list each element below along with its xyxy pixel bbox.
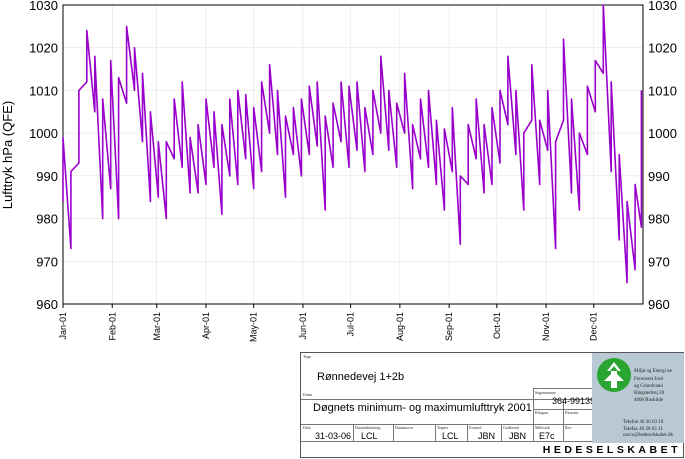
y-tick-label-right: 970 xyxy=(648,254,670,269)
drawing-date: 31-03-06 xyxy=(315,431,352,441)
company-line-5: 4000 Roskilde xyxy=(634,398,664,403)
y-axis-right: 960 970 980 990 1000 1010 1020 1030 xyxy=(648,0,677,312)
x-tick-label: Dec-01 xyxy=(589,312,599,341)
y-tick-label-right: 1020 xyxy=(648,41,677,56)
hedeselskabet-logo-icon xyxy=(597,358,631,392)
caption-emne: Emne xyxy=(303,392,313,397)
x-tick-label: Jun-01 xyxy=(298,312,308,340)
y-tick-label-right: 1010 xyxy=(648,83,677,98)
caption-godkendt: Godkendt xyxy=(503,425,519,430)
caption-tegn: Tegn xyxy=(303,354,311,359)
caption-ekstra: Ekstranr. xyxy=(565,410,580,415)
x-tick-label: Nov-01 xyxy=(541,312,551,341)
checked-by: JBN xyxy=(478,431,496,441)
caption-tegnet: Tegnet xyxy=(437,425,448,430)
x-tick-label: Jul-01 xyxy=(346,312,356,337)
caption-dato: Dato xyxy=(303,425,311,430)
company-name: HEDESELSKABET xyxy=(542,444,681,456)
x-tick-label: May-01 xyxy=(249,312,259,342)
y-tick-label-left: 980 xyxy=(36,212,58,227)
data-entry: LCL xyxy=(361,431,378,441)
title-block: Tegn Rønnedevej 1+2b Emne Døgnets minimu… xyxy=(300,352,684,458)
y-tick-label-right: 1030 xyxy=(648,0,677,13)
scale-value: E7c xyxy=(539,431,555,441)
y-tick-label-left: 960 xyxy=(36,297,58,312)
caption-maalestok: Målestok xyxy=(535,425,550,430)
y-tick-label-left: 1030 xyxy=(29,0,58,13)
caption-bilag: Bilagsnr. xyxy=(535,410,550,415)
company-line-1: Miljø og Energi ne xyxy=(634,369,672,374)
y-tick-label-right: 980 xyxy=(648,212,670,227)
x-tick-label: Apr-01 xyxy=(201,312,211,339)
company-line-2: Foreneret Jord xyxy=(634,377,664,382)
x-tick-label: Oct-01 xyxy=(492,312,502,339)
y-tick-label-left: 1000 xyxy=(29,126,58,141)
contact-line-1: Telefon 46 30 03 10 xyxy=(623,420,664,425)
x-tick-label: Aug-01 xyxy=(395,312,405,341)
y-tick-label-left: 970 xyxy=(36,254,58,269)
company-panel xyxy=(592,353,684,443)
company-line-3: og Grundvand xyxy=(634,384,663,389)
x-tick-label: Feb-01 xyxy=(107,312,117,341)
series-line-pressure xyxy=(62,4,643,284)
y-axis-label: Lufttryk hPa (QFE) xyxy=(0,101,15,209)
project-name: Rønnedevej 1+2b xyxy=(317,371,405,383)
y-tick-label-left: 1010 xyxy=(29,83,58,98)
y-axis-left: 960 970 980 990 1000 1010 1020 1030 xyxy=(29,0,58,312)
company-line-4: Ringstedvej 20 xyxy=(634,391,665,396)
x-tick-label: Mar-01 xyxy=(152,312,162,341)
caption-dataindtastning: Dataindtastning xyxy=(355,425,381,430)
drawn-by: LCL xyxy=(442,431,459,441)
caption-sagsnummer: Sagsnummer xyxy=(535,390,556,395)
contact-line-3: norco@hedeselskabet.dk xyxy=(623,433,674,438)
contact-line-2: Telefax 46 30 03 11 xyxy=(623,427,663,432)
caption-rev: Rev. xyxy=(565,425,573,430)
case-number: 364-99139 xyxy=(552,396,596,406)
caption-dataansvar: Dataansvar xyxy=(395,425,413,430)
x-axis: Jan-01 Feb-01 Mar-01 Apr-01 May-01 Jun-01 Jul-… xyxy=(58,304,599,342)
y-tick-label-left: 990 xyxy=(36,169,58,184)
approved-by: JBN xyxy=(509,431,527,441)
y-tick-label-left: 1020 xyxy=(29,41,58,56)
y-tick-label-right: 990 xyxy=(648,169,670,184)
caption-kontrol: Kontrol xyxy=(469,425,482,430)
y-tick-label-right: 960 xyxy=(648,297,670,312)
drawing-subject: Døgnets minimum- og maximumlufttryk 2001 xyxy=(313,402,532,414)
y-tick-label-right: 1000 xyxy=(648,126,677,141)
x-tick-label: Jan-01 xyxy=(58,312,68,340)
x-tick-label: Sep-01 xyxy=(444,312,454,341)
